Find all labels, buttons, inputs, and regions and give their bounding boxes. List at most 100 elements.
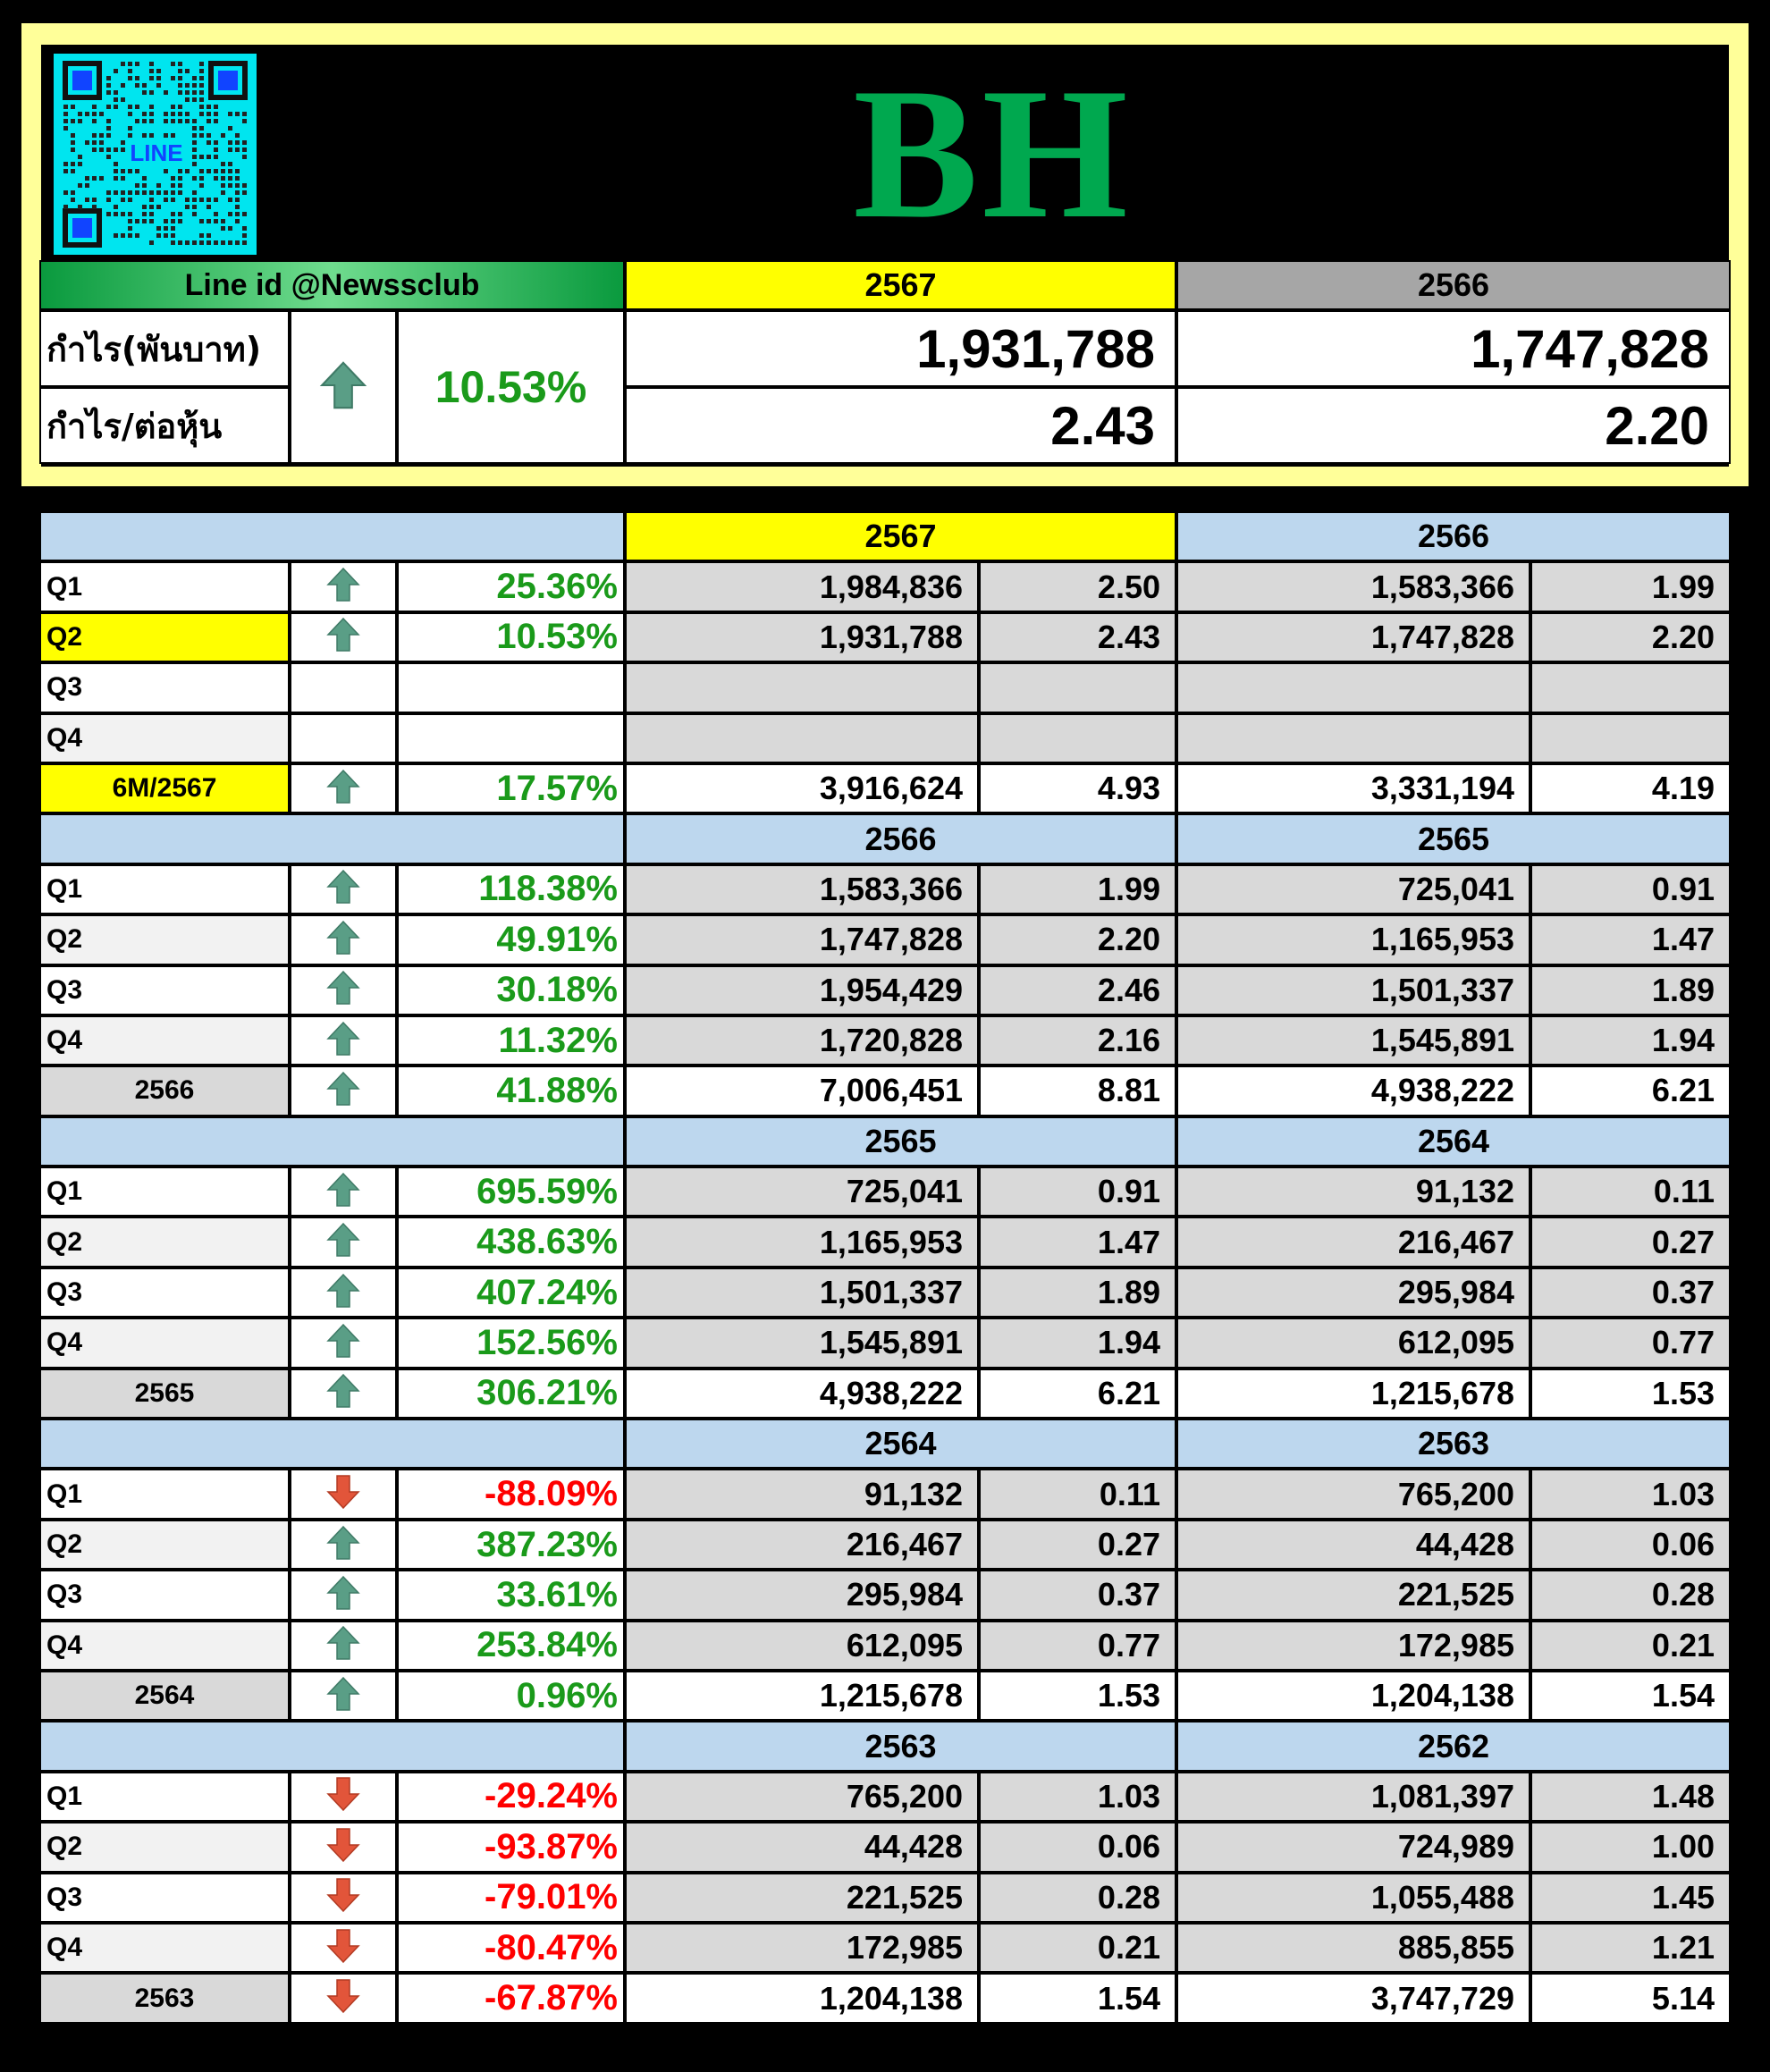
profit-previous-year: 221,525 bbox=[1176, 1570, 1530, 1621]
arrow-up-icon bbox=[325, 869, 361, 909]
section-header-blank bbox=[39, 1116, 625, 1167]
period-total-label: 2563 bbox=[39, 1973, 290, 2024]
change-percent: 33.61% bbox=[397, 1570, 625, 1621]
profit-previous-year: 725,041 bbox=[1176, 863, 1530, 915]
change-percent: -67.87% bbox=[397, 1973, 625, 2024]
section-year-current: 2567 bbox=[625, 511, 1176, 562]
profit-current-year: 91,132 bbox=[625, 1469, 979, 1520]
trend-arrow-cell bbox=[290, 1872, 397, 1923]
period-total-label: 6M/2567 bbox=[39, 762, 290, 814]
quarter-label: Q3 bbox=[39, 964, 290, 1015]
trend-arrow-cell bbox=[290, 1065, 397, 1116]
arrow-down-icon bbox=[325, 1978, 361, 2018]
eps-previous-year: 1.48 bbox=[1530, 1771, 1731, 1823]
profit-previous-year: 1,215,678 bbox=[1176, 1368, 1530, 1419]
profit-current-year: 1,747,828 bbox=[625, 914, 979, 965]
profit-current-year: 221,525 bbox=[625, 1872, 979, 1923]
trend-arrow-cell bbox=[290, 1015, 397, 1066]
line-qr-code[interactable]: LINE bbox=[54, 54, 257, 255]
eps-previous-year: 0.27 bbox=[1530, 1217, 1731, 1268]
profit-previous-year: 172,985 bbox=[1176, 1620, 1530, 1671]
quarter-label: Q1 bbox=[39, 1167, 290, 1217]
section-header-blank bbox=[39, 1419, 625, 1470]
section-year-previous: 2564 bbox=[1176, 1116, 1731, 1167]
arrow-up-icon bbox=[325, 1625, 361, 1665]
profit-current-year: 44,428 bbox=[625, 1822, 979, 1873]
profit-current-year: 1,204,138 bbox=[625, 1973, 979, 2024]
arrow-up-icon bbox=[325, 769, 361, 809]
eps-previous-year: 1.54 bbox=[1530, 1670, 1731, 1722]
trend-arrow-cell bbox=[290, 1469, 397, 1520]
eps-previous-year: 5.14 bbox=[1530, 1973, 1731, 2024]
profit-previous-year: 1,204,138 bbox=[1176, 1670, 1530, 1722]
profit-previous-year: 91,132 bbox=[1176, 1167, 1530, 1217]
eps-current-year: 2.16 bbox=[979, 1015, 1176, 1066]
trend-arrow-cell bbox=[290, 1620, 397, 1671]
arrow-down-icon bbox=[325, 1827, 361, 1867]
change-percent: 438.63% bbox=[397, 1217, 625, 1268]
eps-current-year: 2.50 bbox=[979, 561, 1176, 612]
eps-previous-year: 1.21 bbox=[1530, 1922, 1731, 1974]
eps-label: กำไร/ต่อหุ้น bbox=[39, 387, 290, 464]
eps-current-year: 1.99 bbox=[979, 863, 1176, 915]
eps-previous-year: 0.91 bbox=[1530, 863, 1731, 915]
profit-previous-year: 1,747,828 bbox=[1176, 611, 1530, 663]
profit-current-year bbox=[625, 712, 979, 763]
change-percent: 695.59% bbox=[397, 1167, 625, 1217]
profit-previous: 1,747,828 bbox=[1176, 310, 1731, 387]
trend-arrow-cell bbox=[290, 611, 397, 663]
eps-previous-year: 0.06 bbox=[1530, 1519, 1731, 1571]
arrow-up-icon bbox=[325, 1575, 361, 1615]
eps-current-year: 2.20 bbox=[979, 914, 1176, 965]
quarter-label: Q1 bbox=[39, 1469, 290, 1520]
profit-current-year: 1,501,337 bbox=[625, 1267, 979, 1318]
eps-previous-year: 0.11 bbox=[1530, 1167, 1731, 1217]
change-percent: 17.57% bbox=[397, 762, 625, 814]
trend-arrow-cell bbox=[290, 1217, 397, 1268]
profit-previous-year bbox=[1176, 662, 1530, 713]
arrow-up-icon bbox=[325, 1676, 361, 1716]
trend-arrow-cell bbox=[290, 863, 397, 915]
change-percent: 306.21% bbox=[397, 1368, 625, 1419]
quarter-label: Q2 bbox=[39, 1822, 290, 1873]
eps-previous-year: 1.89 bbox=[1530, 964, 1731, 1015]
quarter-label: Q2 bbox=[39, 914, 290, 965]
profit-current-year: 612,095 bbox=[625, 1620, 979, 1671]
summary-year-current: 2567 bbox=[625, 260, 1176, 310]
trend-arrow-cell bbox=[290, 914, 397, 965]
section-header-blank bbox=[39, 1721, 625, 1772]
profit-previous-year: 3,331,194 bbox=[1176, 762, 1530, 814]
period-total-label: 2566 bbox=[39, 1065, 290, 1116]
trend-arrow-cell bbox=[290, 1167, 397, 1217]
trend-arrow-cell bbox=[290, 561, 397, 612]
arrow-down-icon bbox=[325, 1474, 361, 1514]
trend-arrow-cell bbox=[290, 712, 397, 763]
change-percent: -79.01% bbox=[397, 1872, 625, 1923]
quarter-label: Q4 bbox=[39, 1015, 290, 1066]
trend-arrow-cell bbox=[290, 762, 397, 814]
section-year-previous: 2565 bbox=[1176, 813, 1731, 864]
arrow-up-icon bbox=[325, 1273, 361, 1313]
eps-previous-year: 2.20 bbox=[1530, 611, 1731, 663]
quarter-label: Q4 bbox=[39, 1318, 290, 1369]
section-year-current: 2565 bbox=[625, 1116, 1176, 1167]
arrow-down-icon bbox=[325, 1776, 361, 1816]
change-percent: 49.91% bbox=[397, 914, 625, 965]
quarter-label: Q3 bbox=[39, 1570, 290, 1621]
change-percent: 253.84% bbox=[397, 1620, 625, 1671]
summary-grid: Line id @Newssclub 2567 2566 กำไร(พันบาท… bbox=[39, 260, 1731, 464]
change-percent: 387.23% bbox=[397, 1519, 625, 1571]
eps-current-year: 0.91 bbox=[979, 1167, 1176, 1217]
eps-current-year: 0.11 bbox=[979, 1469, 1176, 1520]
eps-current-year: 2.46 bbox=[979, 964, 1176, 1015]
trend-arrow-cell bbox=[290, 1519, 397, 1571]
profit-current-year: 172,985 bbox=[625, 1922, 979, 1974]
profit-current-year: 216,467 bbox=[625, 1519, 979, 1571]
profit-current-year: 1,215,678 bbox=[625, 1670, 979, 1722]
line-id-label[interactable]: Line id @Newssclub bbox=[39, 260, 625, 310]
profit-previous-year: 765,200 bbox=[1176, 1469, 1530, 1520]
profit-previous-year: 216,467 bbox=[1176, 1217, 1530, 1268]
section-year-current: 2566 bbox=[625, 813, 1176, 864]
eps-previous-year bbox=[1530, 712, 1731, 763]
quarter-label: Q3 bbox=[39, 662, 290, 713]
